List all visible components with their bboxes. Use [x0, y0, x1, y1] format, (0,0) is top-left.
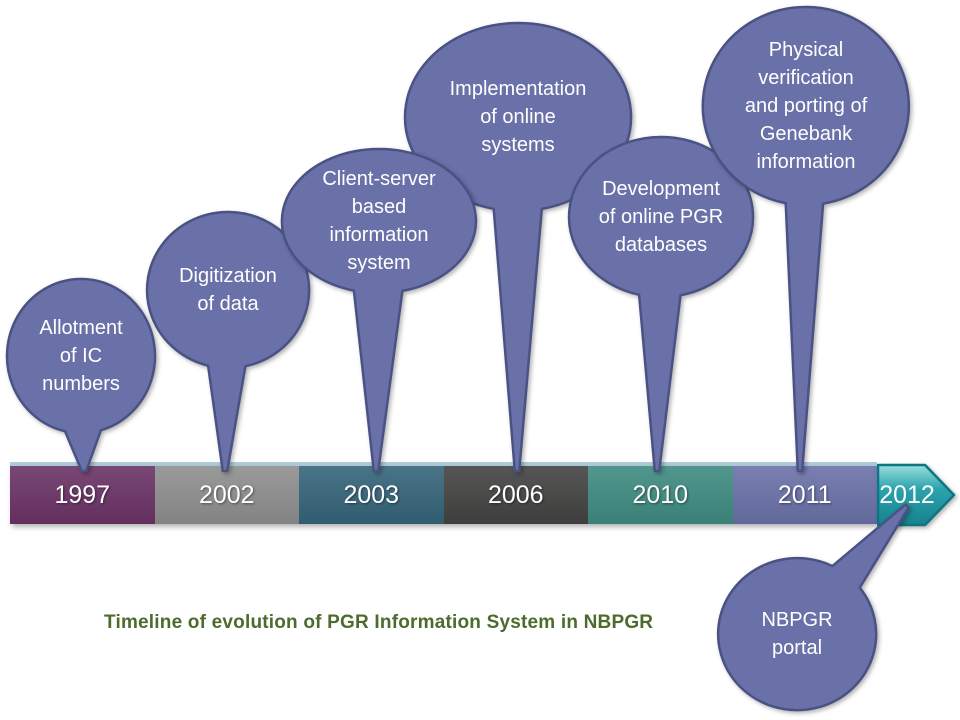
year-label: 2003 — [343, 480, 400, 509]
year-label: 2010 — [632, 480, 689, 509]
bubble-shape — [280, 147, 478, 473]
timeline-segment-2010: 2010 — [588, 466, 733, 524]
year-label: 2011 — [777, 480, 832, 509]
bubble-physical-verification: Physical verification and porting of Geneba… — [701, 5, 911, 473]
timeline-segment-2006: 2006 — [443, 466, 588, 524]
year-label: 1997 — [54, 480, 111, 509]
year-label: 2012 — [879, 481, 935, 509]
timeline-top-highlight — [10, 462, 877, 467]
year-label: 2006 — [487, 480, 544, 509]
bubble-development: Development of online PGR databases — [567, 135, 755, 473]
timeline-segment-2002: 2002 — [154, 466, 299, 524]
timeline-bar: 1997 2002 2003 2006 2010 2011 — [10, 466, 877, 524]
bubble-label: Physical verification and porting of Geneba… — [745, 39, 868, 173]
bubble-implementation: Implementation of online systems — [403, 21, 633, 473]
bubble-shape — [5, 277, 157, 473]
bubble-shape — [716, 503, 910, 712]
bubble-label: Development of online PGR databases — [599, 178, 724, 256]
bubble-label: Client-server based information system — [322, 168, 436, 274]
year-label: 2002 — [198, 480, 255, 509]
bubble-nbpgr-portal: NBPGR portal — [716, 503, 910, 712]
timeline-segment-2011: 2011 — [732, 466, 877, 524]
bubble-label: NBPGR portal — [761, 609, 832, 659]
bubble-digitization: Digitization of data — [145, 210, 311, 473]
timeline-segment-2003: 2003 — [299, 466, 444, 524]
caption-title: Timeline of evolution of PGR Information… — [104, 612, 654, 633]
bubble-label: Implementation of online systems — [450, 78, 587, 156]
bubble-allotment: Allotment of IC numbers — [5, 277, 157, 473]
bubble-client-server: Client-server based information system — [280, 147, 478, 473]
bubble-shape — [567, 135, 755, 473]
timeline-segment-1997: 1997 — [10, 466, 155, 524]
bubble-label: Digitization of data — [179, 265, 277, 315]
bubble-shape — [145, 210, 311, 473]
bubble-shape — [701, 5, 911, 473]
bubble-label: Allotment of IC numbers — [39, 317, 123, 395]
